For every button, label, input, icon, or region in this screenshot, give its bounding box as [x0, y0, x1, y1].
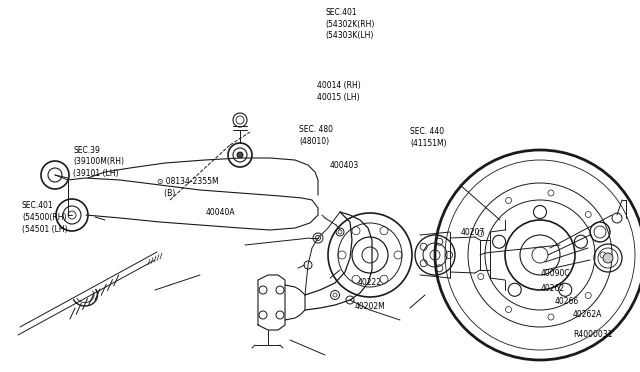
- Text: 40090C: 40090C: [541, 269, 571, 278]
- Text: 40207: 40207: [461, 228, 485, 237]
- Text: SEC.401
(54302K(RH)
(54303K(LH): SEC.401 (54302K(RH) (54303K(LH): [325, 8, 374, 41]
- Text: 40222: 40222: [358, 278, 382, 287]
- Text: 40040A: 40040A: [206, 208, 236, 217]
- Text: 400403: 400403: [330, 161, 359, 170]
- Text: 40202M: 40202M: [355, 302, 386, 311]
- Text: SEC.401
(54500(RH)
(54501 (LH): SEC.401 (54500(RH) (54501 (LH): [22, 201, 68, 234]
- Text: 40262A: 40262A: [573, 310, 602, 319]
- Text: SEC. 440
(41151M): SEC. 440 (41151M): [410, 127, 447, 148]
- Text: 40014 (RH)
40015 (LH): 40014 (RH) 40015 (LH): [317, 81, 361, 102]
- Circle shape: [237, 152, 243, 158]
- Text: SEC.39
(39100M(RH)
(39101 (LH): SEC.39 (39100M(RH) (39101 (LH): [73, 145, 124, 178]
- Text: SEC. 480
(48010): SEC. 480 (48010): [299, 125, 333, 146]
- Text: R4000031: R4000031: [573, 330, 612, 339]
- Text: 40262: 40262: [541, 284, 565, 293]
- Circle shape: [603, 253, 613, 263]
- Text: 40266: 40266: [555, 297, 579, 306]
- Text: ⊙ 08134-2355M
   (B): ⊙ 08134-2355M (B): [157, 177, 219, 198]
